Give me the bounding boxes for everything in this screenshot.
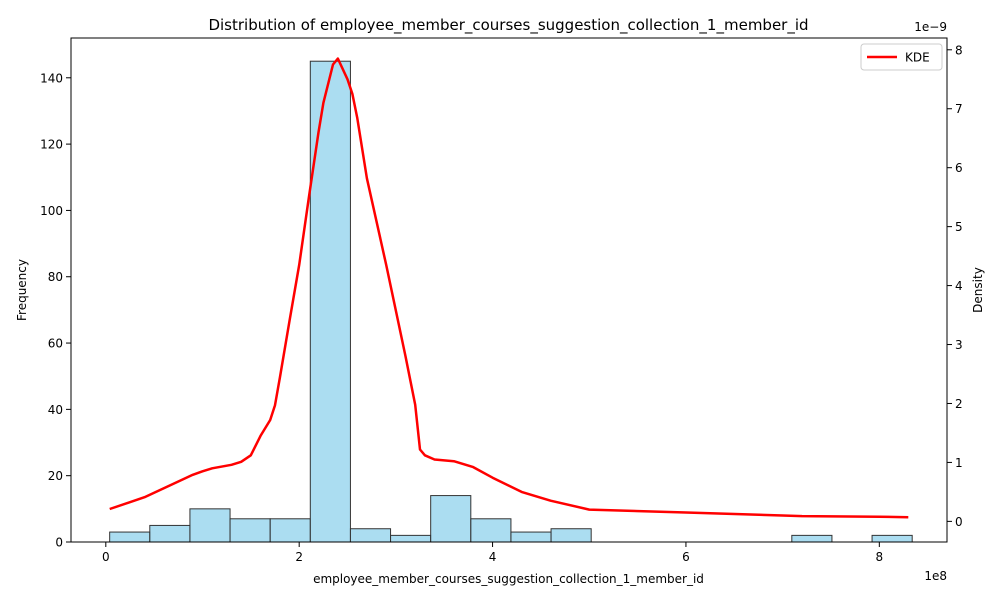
x-offset-text: 1e8: [924, 569, 947, 583]
legend-box: [860, 43, 943, 71]
y2-tick-label: 8: [955, 43, 963, 57]
y-axis-left: 0 20 40 60 80 100 120 140: [40, 71, 71, 550]
y-tick-label: 20: [48, 469, 63, 483]
y2-tick-label: 6: [955, 161, 963, 175]
y2-tick-label: 3: [955, 338, 963, 352]
y2-tick-label: 5: [955, 220, 963, 234]
kde-layer: [109, 57, 909, 519]
histogram-bars: [109, 60, 913, 543]
histogram-bar: [390, 534, 432, 543]
histogram-bar: [470, 518, 512, 543]
y-tick-label: 80: [48, 270, 63, 284]
histogram-bar: [149, 524, 191, 543]
x-tick-label: 8: [875, 550, 883, 564]
x-tick-label: 4: [489, 550, 497, 564]
histogram-bar: [550, 528, 592, 543]
y2-tick-label: 1: [955, 456, 963, 470]
x-tick-label: 6: [682, 550, 690, 564]
y2-tick-label: 7: [955, 102, 963, 116]
x-tick-label: 2: [295, 550, 303, 564]
histogram-bar: [510, 531, 552, 543]
x-tick-label: 0: [102, 550, 110, 564]
y2-tick-label: 0: [955, 515, 963, 529]
histogram-bar: [269, 518, 311, 543]
y-tick-label: 100: [40, 204, 63, 218]
histogram-bar: [871, 534, 913, 543]
histogram-bar: [189, 508, 231, 543]
y-tick-label: 40: [48, 403, 63, 417]
kde-line: [109, 57, 909, 519]
y-tick-label: 120: [40, 138, 63, 152]
y-axis-right: 0 1 2 3 4 5 6 7 8: [947, 43, 963, 529]
y-tick-label: 60: [48, 337, 63, 351]
y-tick-label: 140: [40, 71, 63, 85]
y2-offset-text: 1e−9: [914, 20, 947, 34]
chart-title: Distribution of employee_member_courses_…: [208, 16, 808, 35]
histogram-bar: [309, 60, 351, 543]
histogram-bar: [229, 518, 271, 543]
x-axis-label: employee_member_courses_suggestion_colle…: [313, 572, 704, 586]
legend-kde-label: KDE: [905, 51, 930, 65]
histogram-bar: [791, 534, 833, 543]
y-tick-label: 0: [55, 536, 63, 550]
histogram-bar: [430, 495, 472, 543]
histogram-bar: [109, 531, 151, 543]
y-axis-label: Frequency: [15, 259, 29, 321]
histogram-bar: [349, 528, 392, 543]
plot-frame: [70, 37, 948, 543]
y2-tick-label: 2: [955, 397, 963, 411]
legend: KDE: [860, 43, 943, 71]
x-axis: 0 2 4 6 8: [102, 542, 883, 564]
y2-axis-label: Density: [971, 267, 985, 313]
y2-tick-label: 4: [955, 279, 963, 293]
